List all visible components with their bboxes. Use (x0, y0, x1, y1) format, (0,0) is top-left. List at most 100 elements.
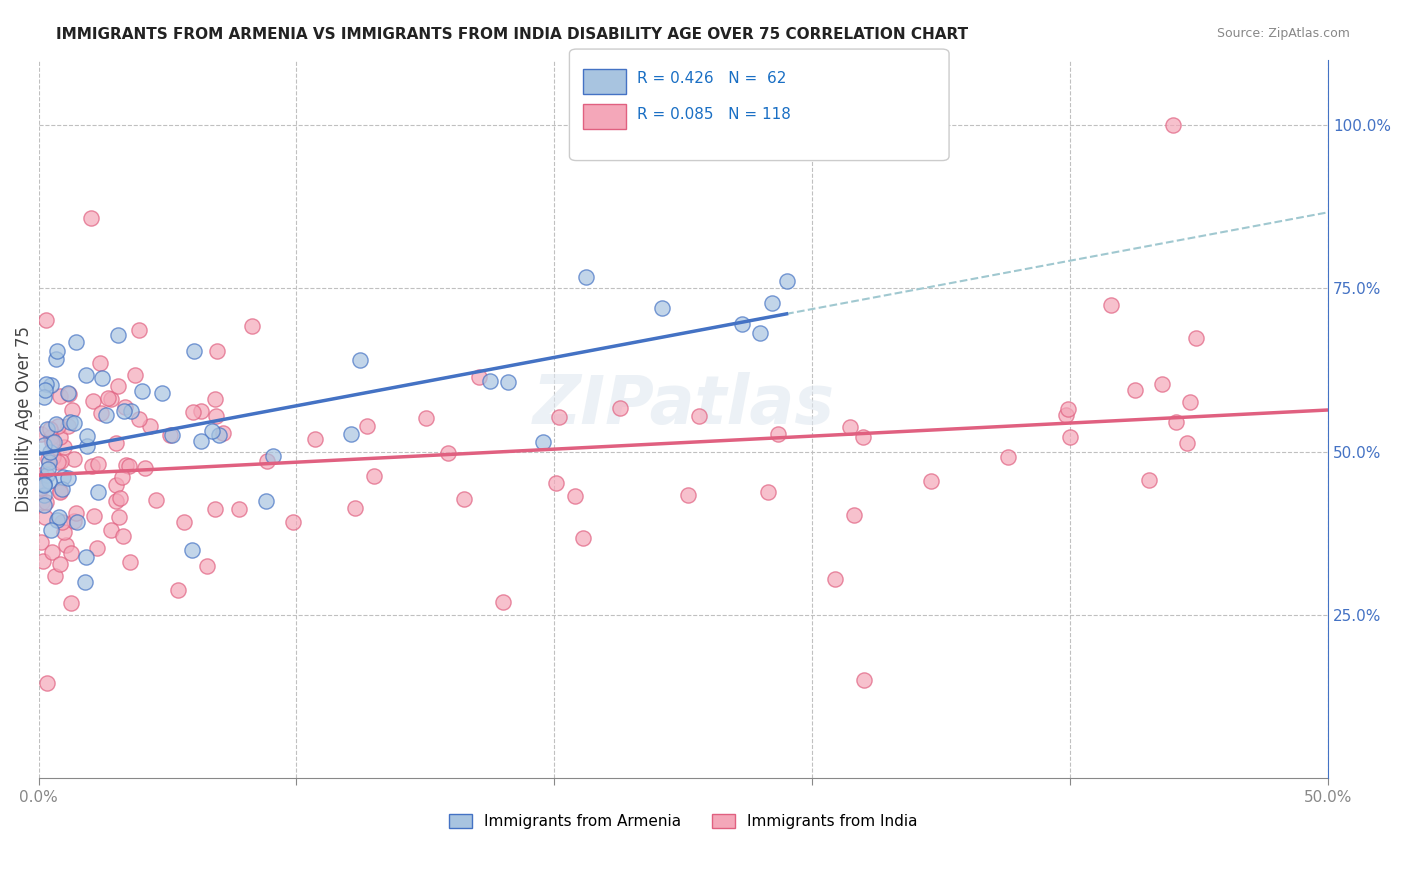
Immigrants from India (844, 508, 866, 522)
Immigrants from India (31, 495, 53, 509)
Immigrants from Armenia (181, 543, 204, 558)
Immigrants from India (58, 387, 80, 401)
Immigrants from Armenia (48, 509, 70, 524)
Immigrants from India (548, 409, 571, 424)
Immigrants from India (49, 485, 72, 500)
Immigrants from India (53, 440, 76, 454)
Immigrants from India (1099, 298, 1122, 312)
Immigrants from Armenia (37, 467, 59, 482)
Immigrants from India (572, 531, 595, 545)
Immigrants from India (128, 412, 150, 426)
Immigrants from Armenia (66, 515, 89, 529)
Immigrants from Armenia (65, 334, 87, 349)
Immigrants from India (48, 558, 70, 572)
Immigrants from India (87, 458, 110, 472)
Immigrants from India (758, 484, 780, 499)
Immigrants from Armenia (35, 377, 58, 392)
Immigrants from Armenia (731, 318, 754, 332)
Immigrants from Armenia (56, 385, 79, 400)
Immigrants from Armenia (208, 428, 231, 442)
Immigrants from India (304, 432, 326, 446)
Immigrants from India (145, 492, 167, 507)
Immigrants from Armenia (52, 469, 75, 483)
Immigrants from India (49, 389, 72, 403)
Immigrants from Armenia (479, 375, 502, 389)
Immigrants from Armenia (32, 478, 55, 492)
Immigrants from India (59, 596, 82, 610)
Immigrants from India (415, 411, 437, 425)
Immigrants from India (79, 211, 101, 226)
Immigrants from India (228, 502, 250, 516)
Immigrants from India (134, 460, 156, 475)
Immigrants from India (921, 474, 943, 488)
Immigrants from India (48, 419, 70, 434)
Immigrants from India (55, 538, 77, 552)
Immigrants from India (41, 434, 63, 449)
Immigrants from Armenia (37, 462, 59, 476)
Immigrants from India (90, 406, 112, 420)
Immigrants from Armenia (96, 409, 118, 423)
Immigrants from Armenia (32, 437, 55, 451)
Immigrants from India (124, 368, 146, 382)
Immigrants from Armenia (32, 390, 55, 404)
Immigrants from Armenia (75, 368, 97, 382)
Immigrants from Armenia (349, 353, 371, 368)
Immigrants from India (1163, 118, 1185, 132)
Immigrants from Armenia (41, 523, 63, 537)
Immigrants from India (62, 452, 84, 467)
Immigrants from India (678, 488, 700, 502)
Immigrants from Armenia (201, 424, 224, 438)
Immigrants from India (173, 515, 195, 529)
Immigrants from India (30, 481, 52, 495)
Immigrants from India (49, 453, 72, 467)
Immigrants from India (1150, 376, 1173, 391)
Immigrants from India (343, 501, 366, 516)
Immigrants from India (1123, 384, 1146, 398)
Immigrants from Armenia (76, 429, 98, 443)
Immigrants from India (1178, 395, 1201, 409)
Immigrants from Armenia (87, 485, 110, 500)
Immigrants from India (824, 572, 846, 586)
Immigrants from India (60, 403, 83, 417)
Immigrants from Armenia (150, 386, 173, 401)
Immigrants from Armenia (75, 550, 97, 565)
Immigrants from Armenia (339, 427, 361, 442)
Immigrants from Armenia (761, 295, 783, 310)
Immigrants from Armenia (131, 384, 153, 398)
Immigrants from India (42, 450, 65, 464)
Immigrants from India (492, 595, 515, 609)
Immigrants from India (240, 318, 263, 333)
Immigrants from India (190, 404, 212, 418)
Immigrants from India (195, 559, 218, 574)
Immigrants from India (839, 420, 862, 434)
Immigrants from Armenia (37, 422, 59, 436)
Immigrants from Armenia (51, 482, 73, 496)
Immigrants from India (1137, 473, 1160, 487)
Immigrants from India (118, 458, 141, 473)
Immigrants from India (52, 524, 75, 539)
Immigrants from India (852, 673, 875, 688)
Immigrants from India (100, 392, 122, 406)
Immigrants from Armenia (32, 488, 55, 502)
Immigrants from India (437, 446, 460, 460)
Immigrants from India (80, 458, 103, 473)
Immigrants from India (205, 344, 228, 359)
Immigrants from India (83, 509, 105, 524)
Immigrants from India (35, 675, 58, 690)
Immigrants from India (1059, 430, 1081, 444)
Immigrants from India (212, 425, 235, 440)
Immigrants from Armenia (34, 384, 56, 398)
Immigrants from India (1185, 331, 1208, 345)
Immigrants from India (58, 418, 80, 433)
Immigrants from India (97, 392, 120, 406)
Immigrants from India (997, 450, 1019, 464)
Immigrants from Armenia (120, 404, 142, 418)
Immigrants from India (86, 541, 108, 555)
Immigrants from India (1056, 402, 1078, 417)
Text: R = 0.085   N = 118: R = 0.085 N = 118 (637, 107, 790, 121)
Immigrants from Armenia (39, 444, 62, 458)
Immigrants from India (89, 356, 111, 370)
Immigrants from India (48, 484, 70, 499)
Immigrants from India (34, 510, 56, 524)
Immigrants from Armenia (254, 494, 277, 508)
